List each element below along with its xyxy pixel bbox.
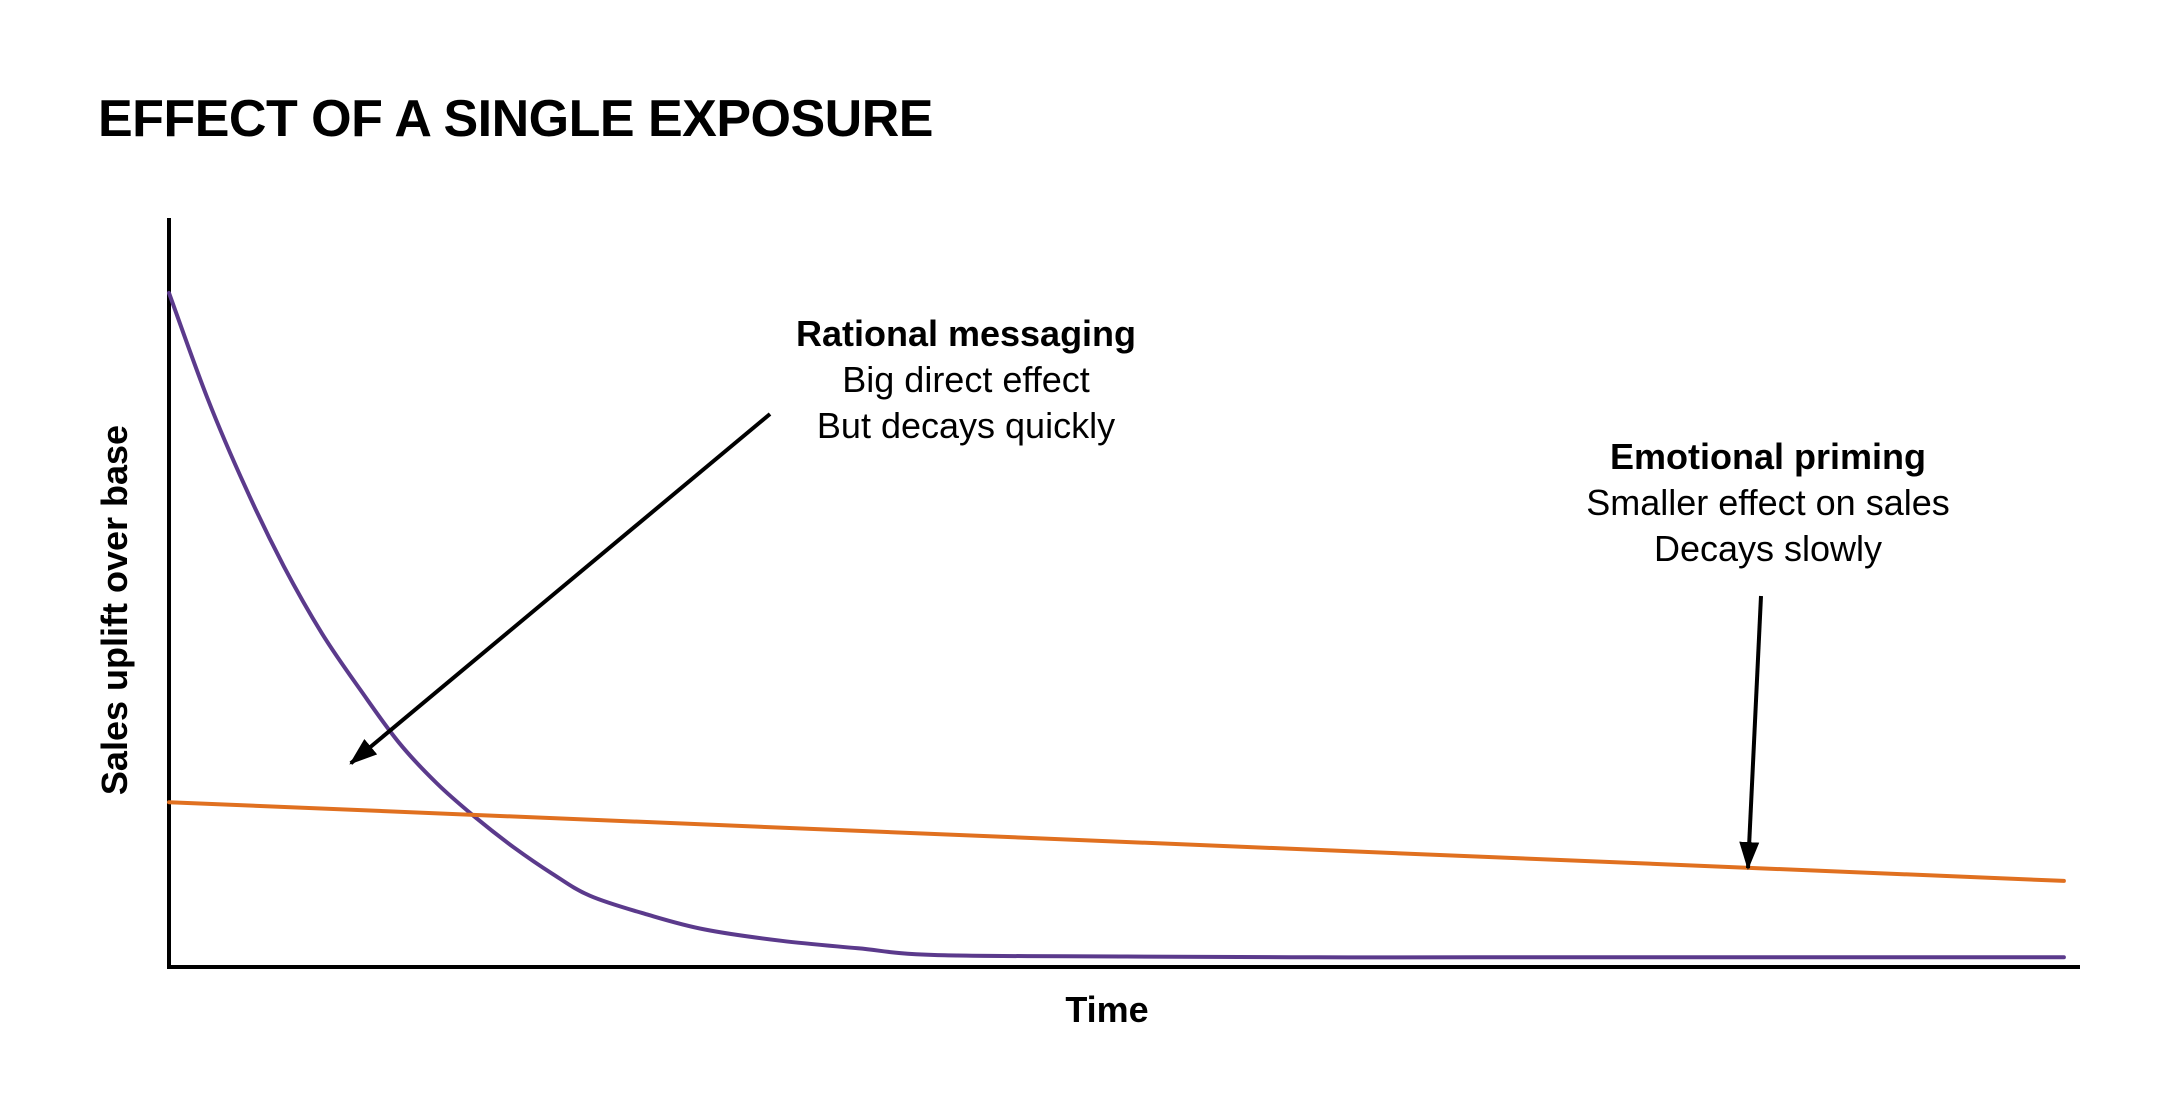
annotation-arrow-rational [349,412,772,765]
series-line-emotional [167,800,2066,883]
chart-title: EFFECT OF A SINGLE EXPOSURE [98,90,933,148]
annotation-text-line: Decays slowly [1654,528,1882,569]
annotation-arrow-emotional [1739,595,1763,871]
annotation-rational: Rational messaging Big direct effect But d… [349,313,1136,765]
annotation-text-line: Big direct effect [842,359,1089,400]
annotation-text-line: But decays quickly [817,405,1115,446]
annotation-text-line: Smaller effect on sales [1586,482,1950,523]
x-axis-label: Time [1065,989,1148,1030]
series-layer [167,290,2066,960]
annotation-layer: Rational messaging Big direct effect But d… [349,313,1950,871]
annotation-heading: Emotional priming [1610,436,1926,477]
y-axis-label: Sales uplift over base [94,425,135,795]
annotation-emotional: Emotional priming Smaller effect on sales… [1586,436,1950,871]
series-line-rational [167,290,2066,960]
plot-area: Rational messaging Big direct effect But d… [167,218,2080,969]
annotation-heading: Rational messaging [796,313,1136,354]
